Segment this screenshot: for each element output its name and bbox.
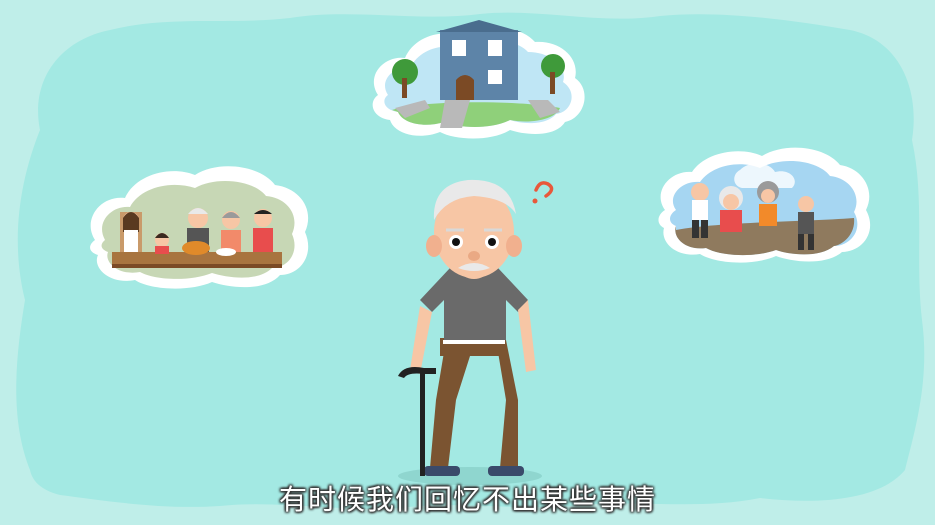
- subtitle-caption: 有时候我们回忆不出某些事情: [278, 483, 656, 516]
- walking-cane: [398, 367, 436, 476]
- old-man-character: [398, 179, 542, 485]
- family-dinner-memory-bubble: [90, 166, 309, 289]
- friends-outdoor-memory-bubble: [658, 147, 871, 263]
- house-memory-bubble: [372, 20, 585, 139]
- question-mark-icon: [532, 181, 554, 204]
